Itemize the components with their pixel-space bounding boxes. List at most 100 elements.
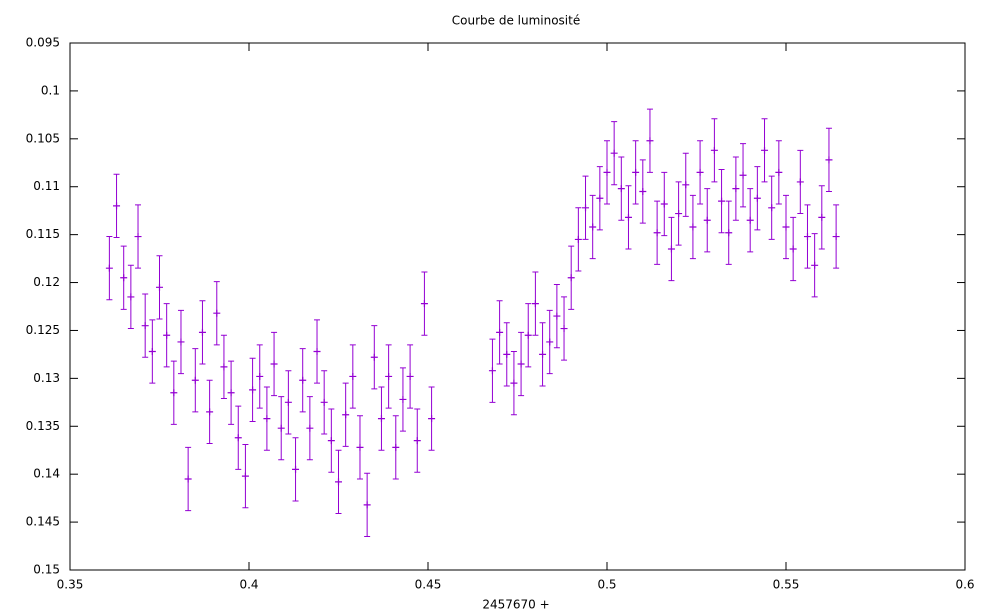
point: [299, 376, 307, 384]
point: [546, 338, 554, 346]
x-tick-label: 0.55: [773, 578, 800, 592]
point: [789, 245, 797, 253]
point: [349, 372, 357, 380]
point: [120, 274, 128, 282]
y-tick-label: 0.095: [26, 36, 60, 50]
point: [739, 171, 747, 179]
point: [241, 472, 249, 480]
point: [782, 223, 790, 231]
point: [284, 398, 292, 406]
point: [725, 229, 733, 237]
y-tick-label: 0.1: [41, 83, 60, 97]
point: [191, 376, 199, 384]
point: [198, 328, 206, 336]
point: [327, 437, 335, 445]
point: [567, 274, 575, 282]
point: [335, 478, 342, 486]
point: [377, 415, 385, 423]
point: [277, 424, 285, 432]
y-tick-label: 0.12: [33, 275, 60, 289]
point: [234, 434, 242, 442]
point: [682, 181, 690, 189]
x-tick-label: 0.6: [955, 578, 974, 592]
point: [610, 149, 618, 157]
point: [811, 261, 819, 269]
point: [127, 293, 135, 301]
point: [524, 331, 532, 339]
point: [539, 350, 547, 358]
point: [141, 322, 149, 330]
y-tick-label: 0.13: [33, 371, 60, 385]
point: [746, 216, 754, 224]
point: [718, 197, 726, 205]
point: [249, 386, 257, 394]
point: [177, 338, 185, 346]
point: [517, 360, 525, 368]
point: [263, 415, 271, 423]
point: [213, 309, 221, 317]
point: [646, 137, 654, 145]
plot-border: [69, 42, 966, 571]
point: [148, 348, 156, 356]
point: [163, 331, 171, 339]
y-tick-label: 0.145: [26, 515, 60, 529]
point: [406, 372, 414, 380]
y-tick-label: 0.115: [26, 227, 60, 241]
point: [370, 353, 378, 361]
y-tick-label: 0.105: [26, 131, 60, 145]
point: [596, 194, 604, 202]
point: [510, 379, 518, 387]
point: [113, 202, 121, 210]
point: [732, 185, 740, 193]
y-tick-label: 0.135: [26, 419, 60, 433]
point: [632, 168, 640, 176]
point: [306, 424, 314, 432]
point: [392, 443, 400, 451]
point: [256, 372, 264, 380]
point: [560, 325, 568, 333]
point: [617, 185, 625, 193]
point: [320, 398, 328, 406]
point: [170, 389, 178, 397]
point: [768, 204, 776, 212]
x-tick-label: 0.5: [597, 578, 616, 592]
point: [206, 408, 214, 416]
point: [582, 204, 590, 212]
point: [342, 411, 350, 419]
point: [553, 312, 561, 320]
x-axis-label: 2457670 +: [482, 598, 549, 612]
point: [496, 328, 504, 336]
point: [761, 146, 769, 154]
point: [825, 156, 833, 164]
point: [589, 223, 597, 231]
point: [639, 188, 647, 196]
point: [184, 475, 192, 483]
y-tick-label: 0.14: [33, 467, 60, 481]
x-tick-label: 0.4: [239, 578, 258, 592]
point: [675, 210, 683, 218]
point: [227, 389, 235, 397]
point: [574, 235, 582, 243]
point: [667, 245, 675, 253]
point: [624, 213, 632, 221]
point: [603, 168, 611, 176]
point: [420, 300, 428, 308]
point: [413, 437, 421, 445]
x-tick-label: 0.45: [415, 578, 442, 592]
point: [775, 168, 783, 176]
point: [796, 178, 804, 186]
point: [134, 233, 142, 241]
point: [156, 283, 163, 291]
point: [653, 229, 661, 237]
point: [832, 233, 840, 241]
point: [703, 216, 711, 224]
point: [753, 194, 761, 202]
point: [356, 443, 364, 451]
chart-title: Courbe de luminosité: [452, 14, 580, 28]
point: [399, 395, 407, 403]
point: [488, 367, 496, 375]
point: [503, 350, 511, 358]
point: [818, 213, 826, 221]
point: [292, 465, 300, 473]
